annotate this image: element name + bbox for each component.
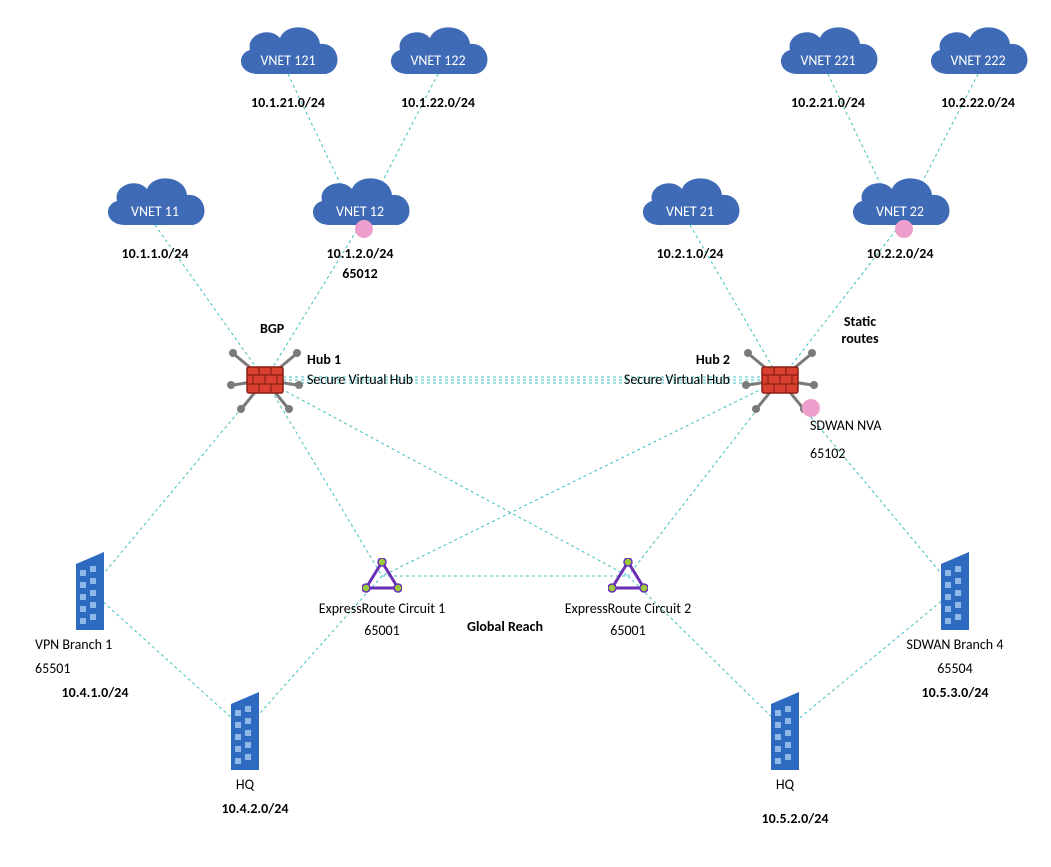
sdwan-branch-4-subnet: 10.5.3.0/24	[890, 684, 1020, 701]
er2-name: ExpressRoute Circuit 2	[548, 600, 708, 617]
asn-vnet12: 65012	[300, 265, 420, 282]
cloud-vnet12: VNET 12	[300, 165, 420, 245]
expressroute-2-icon	[608, 558, 648, 594]
cloud-vnet121: VNET 121	[228, 14, 348, 94]
hq-1-subnet: 10.4.2.0/24	[195, 800, 315, 817]
hub2-name: Hub 2	[610, 351, 730, 368]
cloud-label: VNET 21	[630, 203, 750, 220]
cloud-vnet11: VNET 11	[95, 165, 215, 245]
cloud-vnet21: VNET 21	[630, 165, 750, 245]
subnet-vnet21: 10.2.1.0/24	[630, 245, 750, 262]
vpn-branch-1-icon	[70, 550, 110, 630]
subnet-vnet11: 10.1.1.0/24	[95, 245, 215, 262]
hq-2-subnet: 10.5.2.0/24	[735, 810, 855, 827]
hub2-sdwan-label: SDWAN NVA	[810, 417, 930, 434]
er2-asn: 65001	[548, 622, 708, 639]
pink-dot-icon	[895, 220, 913, 238]
hub1-desc: Secure Virtual Hub	[307, 371, 467, 388]
hub1-top-label: BGP	[260, 320, 320, 337]
global-reach-label: Global Reach	[445, 618, 565, 635]
sdwan-branch-4-asn: 65504	[890, 660, 1020, 677]
sdwan-branch-4-name: SDWAN Branch 4	[890, 636, 1020, 653]
cloud-vnet221: VNET 221	[768, 14, 888, 94]
hub1-name: Hub 1	[307, 351, 427, 368]
er1-name: ExpressRoute Circuit 1	[302, 600, 462, 617]
subnet-vnet122: 10.1.22.0/24	[378, 94, 498, 111]
subnet-vnet121: 10.1.21.0/24	[228, 94, 348, 111]
expressroute-1-icon	[362, 558, 402, 594]
vpn-branch-1-name: VPN Branch 1	[35, 636, 155, 653]
subnet-vnet222: 10.2.22.0/24	[918, 94, 1038, 111]
cloud-label: VNET 22	[840, 203, 960, 220]
sdwan-branch-4-icon	[935, 550, 975, 630]
secure-hub-1	[225, 345, 305, 415]
cloud-label: VNET 122	[378, 52, 498, 69]
subnet-vnet221: 10.2.21.0/24	[768, 94, 888, 111]
hq-2-name: HQ	[745, 776, 825, 793]
cloud-label: VNET 222	[918, 52, 1038, 69]
cloud-label: VNET 121	[228, 52, 348, 69]
cloud-label: VNET 221	[768, 52, 888, 69]
er1-asn: 65001	[302, 622, 462, 639]
vpn-branch-1-asn: 65501	[35, 660, 155, 677]
subnet-vnet12: 10.1.2.0/24	[300, 245, 420, 262]
hub2-desc: Secure Virtual Hub	[580, 371, 730, 388]
cloud-label: VNET 11	[95, 203, 215, 220]
cloud-vnet222: VNET 222	[918, 14, 1038, 94]
pink-dot-icon	[802, 399, 820, 417]
cloud-vnet22: VNET 22	[840, 165, 960, 245]
pink-dot-icon	[355, 220, 373, 238]
subnet-vnet22: 10.2.2.0/24	[840, 245, 960, 262]
cloud-label: VNET 12	[300, 203, 420, 220]
vpn-branch-1-subnet: 10.4.1.0/24	[35, 684, 155, 701]
hub2-sdwan-asn: 65102	[810, 445, 930, 462]
cloud-vnet122: VNET 122	[378, 14, 498, 94]
hq-1-name: HQ	[205, 776, 285, 793]
hub2-top-label: Static routes	[825, 313, 895, 347]
hq-2-icon	[765, 690, 805, 770]
hq-1-icon	[225, 690, 265, 770]
